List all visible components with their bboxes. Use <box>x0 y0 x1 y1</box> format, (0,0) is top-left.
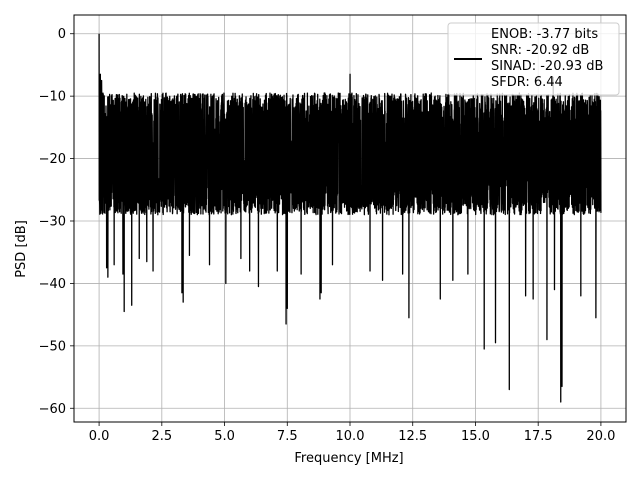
x-tick-label: 15.0 <box>461 429 490 444</box>
y-tick-label: −30 <box>39 214 66 229</box>
psd-series-line <box>98 33 602 403</box>
y-axis-label: PSD [dB] <box>14 220 29 278</box>
x-tick-label: 5.0 <box>214 429 235 444</box>
legend: ENOB: -3.77 bits SNR: -20.92 dB SINAD: -… <box>447 22 620 96</box>
legend-box <box>447 22 620 96</box>
y-tick-label: −50 <box>39 339 66 354</box>
x-tick-label: 12.5 <box>398 429 427 444</box>
x-tick-label: 0.0 <box>89 429 110 444</box>
x-tick-label: 2.5 <box>151 429 172 444</box>
legend-sinad: SINAD: -20.93 dB <box>491 59 603 74</box>
x-tick-label: 17.5 <box>524 429 553 444</box>
x-tick-label: 10.0 <box>336 429 365 444</box>
y-tick-label: −20 <box>39 152 66 167</box>
x-tick-label: 7.5 <box>277 429 298 444</box>
legend-sfdr: SFDR: 6.44 <box>491 75 563 90</box>
y-tick-label: −10 <box>39 90 66 105</box>
y-tick-label: 0 <box>58 27 66 42</box>
legend-enob: ENOB: -3.77 bits <box>491 27 598 42</box>
legend-snr: SNR: -20.92 dB <box>491 43 589 58</box>
x-axis-label: Frequency [MHz] <box>294 451 403 466</box>
y-tick-label: −40 <box>39 277 66 292</box>
x-tick-label: 20.0 <box>586 429 615 444</box>
y-tick-label: −60 <box>39 402 66 417</box>
series-group <box>98 33 602 403</box>
ticks-group: 0.0 2.5 5.0 7.5 10.0 12.5 15.0 17.5 20.0 0 −10 −20 −… <box>39 27 616 444</box>
